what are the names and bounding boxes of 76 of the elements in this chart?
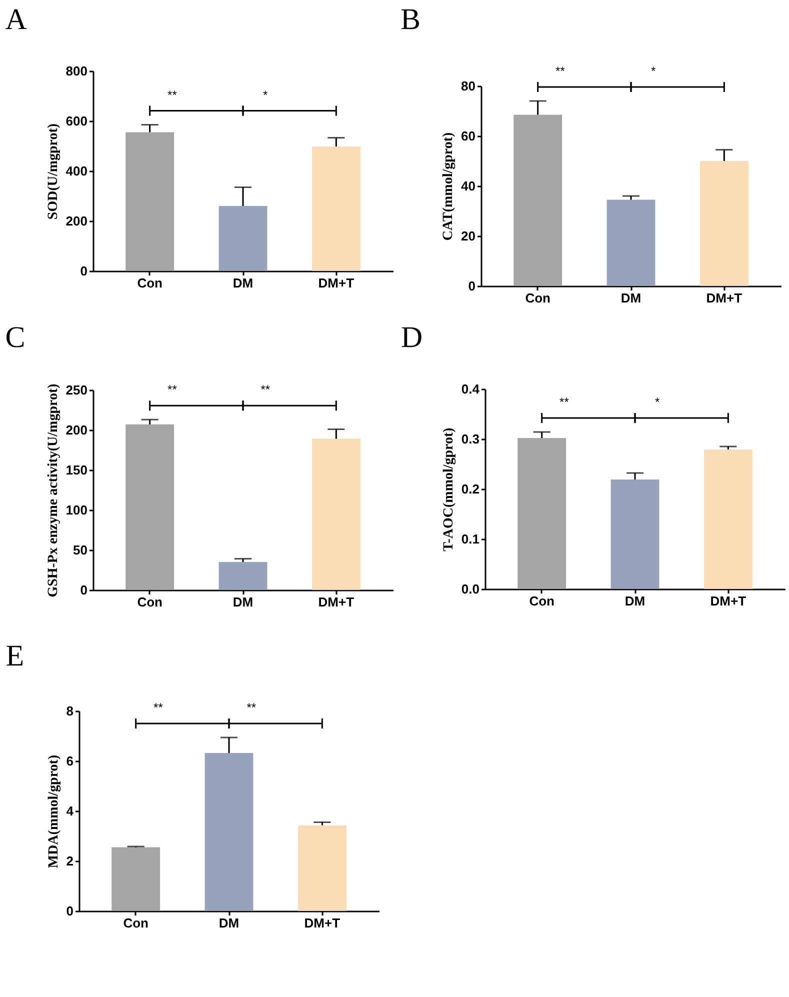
x-tick-label: Con [529, 594, 555, 608]
bar [218, 206, 268, 271]
annotation: ** [154, 700, 164, 714]
chart-title: D [400, 321, 423, 354]
y-tick-label: 0.4 [461, 382, 480, 396]
y-tick-label: 0 [66, 904, 74, 918]
y-tick-label: 0.1 [461, 532, 480, 546]
y-tick-label: 150 [66, 462, 88, 478]
y-tick-label: 6 [66, 754, 74, 768]
y-tick-label: 0.0 [461, 582, 480, 596]
x-tick-label: DM+T [710, 594, 746, 608]
y-axis-title: SOD(U/mgprot) [46, 123, 61, 220]
annotation: * [655, 395, 660, 409]
bar [514, 114, 562, 286]
y-axis-title: GSH-Px enzyme activity(U/mgprot) [46, 383, 61, 598]
y-axis-title: T-AOC(mmol/gprot) [441, 427, 456, 552]
y-tick-label: 100 [66, 502, 88, 518]
text: ** [556, 64, 566, 78]
annotation: * [263, 88, 268, 102]
bar [610, 480, 660, 589]
y-axis-title: CAT(mmol/gprot) [441, 132, 456, 241]
bar [704, 450, 752, 589]
x-tick-label: DM [624, 594, 646, 608]
y-tick-label: 250 [66, 382, 88, 398]
bar [126, 424, 174, 590]
y-tick-label: 2 [66, 854, 74, 868]
x-tick-label: DM [620, 290, 642, 306]
y-tick-label: 0 [80, 582, 88, 598]
x-tick-label: Con [137, 594, 163, 610]
y-axis-title: MDA(mmol/gprot) [46, 754, 62, 868]
text: * [651, 64, 656, 78]
x-tick-label: DM [218, 916, 240, 930]
y-tick-label: 0 [468, 278, 476, 294]
y-tick-label: 80 [461, 78, 476, 94]
x-tick-label: Con [137, 276, 163, 290]
y-tick-label: 200 [66, 422, 88, 438]
chart-title: A [5, 3, 28, 36]
y-tick-label: 600 [66, 114, 88, 128]
y-tick-label: 4 [66, 804, 74, 818]
bar [204, 753, 254, 911]
bar [518, 438, 566, 589]
y-tick-label: 400 [66, 164, 88, 178]
x-tick-label: Con [525, 290, 551, 306]
x-tick-label: DM+T [318, 594, 354, 610]
bar [126, 132, 174, 271]
bar [298, 825, 346, 911]
y-tick-label: 0 [80, 264, 88, 278]
bar [312, 146, 360, 271]
y-tick-label: 20 [461, 228, 476, 244]
x-tick-label: DM+T [706, 290, 742, 306]
y-tick-label: 0.3 [461, 432, 480, 446]
x-tick-label: DM+T [304, 916, 340, 930]
y-tick-label: 50 [73, 542, 88, 558]
bar [112, 847, 160, 911]
annotation: ** [260, 382, 270, 397]
y-tick-label: 0.2 [461, 482, 480, 496]
y-tick-label: 60 [461, 128, 476, 144]
chart-title: C [5, 321, 26, 354]
chart-title: B [400, 3, 421, 36]
y-tick-label: 8 [66, 704, 74, 718]
bar [218, 562, 268, 590]
x-tick-label: DM [232, 594, 254, 610]
chart-title: E [6, 640, 24, 672]
x-tick-label: DM+T [318, 276, 354, 290]
bar [312, 438, 360, 590]
annotation: ** [560, 395, 570, 409]
bar [606, 200, 656, 286]
y-tick-label: 800 [66, 64, 88, 78]
bar [700, 161, 748, 286]
annotation: ** [246, 700, 256, 714]
y-tick-label: 40 [461, 178, 476, 194]
y-tick-label: 200 [66, 214, 88, 228]
x-tick-label: Con [123, 916, 149, 930]
annotation: ** [168, 382, 178, 397]
annotation: ** [168, 88, 178, 102]
x-tick-label: DM [232, 276, 254, 290]
